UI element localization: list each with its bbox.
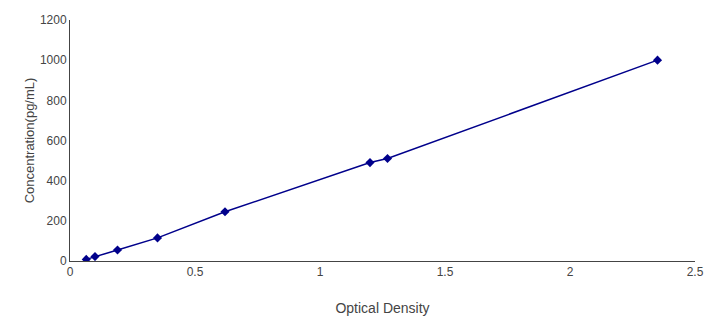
svg-text:0.5: 0.5 [187,265,204,279]
svg-text:2: 2 [567,265,574,279]
svg-text:800: 800 [47,94,67,108]
svg-text:1.5: 1.5 [437,265,454,279]
svg-text:Concentration(pg/mL): Concentration(pg/mL) [22,78,37,204]
svg-text:200: 200 [47,214,67,228]
svg-text:1: 1 [317,265,324,279]
svg-text:0: 0 [67,265,74,279]
svg-text:2.5: 2.5 [687,265,704,279]
svg-text:1200: 1200 [40,13,67,27]
svg-text:600: 600 [47,134,67,148]
svg-text:0: 0 [60,254,67,268]
svg-text:400: 400 [47,174,67,188]
svg-text:Optical Density: Optical Density [335,300,429,316]
svg-text:1000: 1000 [40,53,67,67]
